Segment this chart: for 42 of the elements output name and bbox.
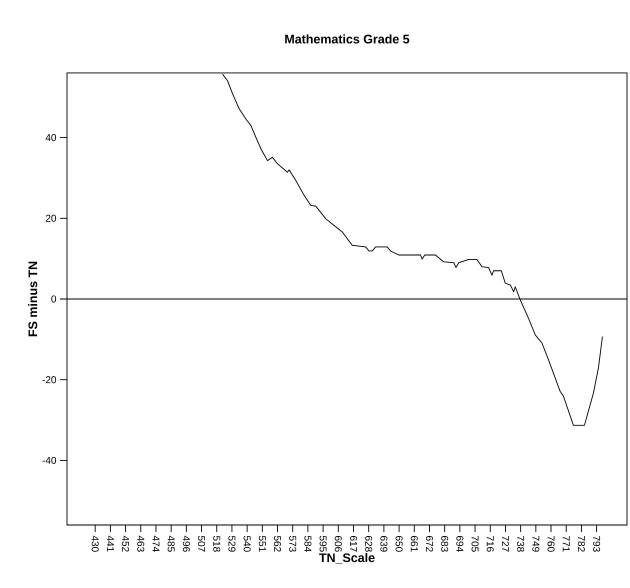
x-tick-label: 705 — [472, 536, 479, 552]
x-tick-label: 540 — [244, 536, 251, 552]
x-tick-label: 518 — [213, 536, 220, 552]
x-tick-label: 595 — [320, 536, 327, 552]
x-tick-label: 573 — [289, 536, 296, 552]
x-tick-label: 650 — [396, 536, 403, 552]
x-tick-label: 683 — [441, 536, 448, 552]
x-tick-label: 485 — [168, 536, 175, 552]
x-tick-label: 474 — [152, 536, 160, 552]
x-tick-label: 793 — [593, 536, 600, 552]
y-tick-label: -40 — [42, 456, 56, 464]
x-tick-label: 694 — [456, 536, 464, 552]
x-tick-label: 639 — [380, 536, 388, 552]
x-tick-label: 716 — [486, 536, 494, 552]
y-tick-label: 0 — [51, 295, 56, 303]
y-tick-label: -20 — [42, 376, 56, 384]
chart-title: Mathematics Grade 5 — [285, 34, 410, 44]
y-axis-title: FS minus TN — [28, 262, 38, 336]
x-tick-label: 496 — [182, 536, 190, 552]
x-tick-label: 749 — [532, 536, 540, 552]
x-tick-label: 562 — [274, 536, 282, 552]
x-tick-label: 507 — [198, 536, 206, 552]
x-tick-label: 551 — [258, 536, 266, 552]
y-tick-label: 40 — [46, 134, 56, 142]
x-axis-title: TN_Scale — [319, 552, 375, 564]
x-tick-label: 529 — [228, 536, 236, 552]
x-tick-label: 727 — [502, 536, 509, 552]
y-tick-label: 20 — [46, 214, 56, 222]
x-tick-label: 672 — [426, 536, 433, 552]
x-tick-label: 738 — [517, 536, 524, 552]
x-tick-label: 760 — [548, 536, 555, 552]
x-tick-label: 771 — [562, 536, 570, 552]
x-tick-label: 782 — [578, 536, 585, 552]
x-tick-label: 661 — [410, 536, 418, 552]
x-tick-label: 584 — [304, 536, 312, 552]
x-tick-label: 463 — [137, 536, 144, 552]
x-tick-label: 441 — [106, 536, 114, 552]
x-tick-label: 452 — [122, 536, 130, 552]
x-tick-label: 628 — [365, 536, 372, 552]
x-tick-label: 606 — [334, 536, 342, 552]
x-tick-label: 430 — [92, 536, 99, 552]
x-tick-label: 617 — [350, 536, 358, 552]
